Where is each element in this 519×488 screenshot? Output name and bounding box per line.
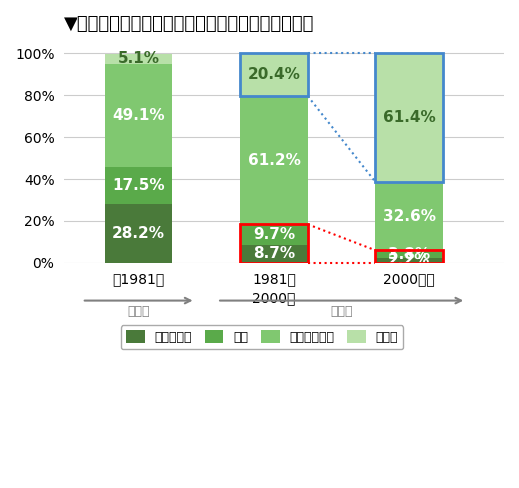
Bar [240, 53, 308, 96]
Bar [240, 224, 308, 263]
Text: 8.7%: 8.7% [253, 246, 295, 261]
Text: ▼熊本地震での建築時期別の木造建築物の被害状況: ▼熊本地震での建築時期別の木造建築物の被害状況 [64, 15, 315, 33]
Bar [375, 250, 443, 258]
Legend: 倒壊・崩壊, 大破, 軽微・小中破, 無被害: 倒壊・崩壊, 大破, 軽微・小中破, 無被害 [121, 325, 403, 349]
Text: 5.1%: 5.1% [118, 51, 160, 66]
Bar [375, 258, 443, 263]
Bar [105, 64, 172, 167]
Text: 32.6%: 32.6% [383, 209, 436, 224]
Text: 旧耐震: 旧耐震 [127, 305, 150, 318]
Bar [240, 224, 308, 244]
Bar [240, 244, 308, 263]
Bar [375, 182, 443, 250]
Text: 28.2%: 28.2% [112, 226, 165, 241]
Bar [375, 53, 443, 182]
Text: 61.4%: 61.4% [383, 110, 435, 125]
Text: 17.5%: 17.5% [112, 178, 165, 193]
Text: 20.4%: 20.4% [248, 67, 301, 82]
Bar [105, 54, 172, 64]
Text: 61.2%: 61.2% [248, 153, 301, 168]
Text: 9.7%: 9.7% [253, 227, 295, 242]
Bar [375, 250, 443, 263]
Text: 新耐震: 新耐震 [331, 305, 353, 318]
Bar [240, 96, 308, 224]
Text: 3.8%: 3.8% [388, 247, 430, 262]
Text: 49.1%: 49.1% [112, 108, 165, 123]
Bar [375, 53, 443, 182]
Bar [240, 53, 308, 96]
Bar [105, 167, 172, 204]
Bar [105, 204, 172, 263]
Text: 2.2%: 2.2% [388, 253, 430, 268]
